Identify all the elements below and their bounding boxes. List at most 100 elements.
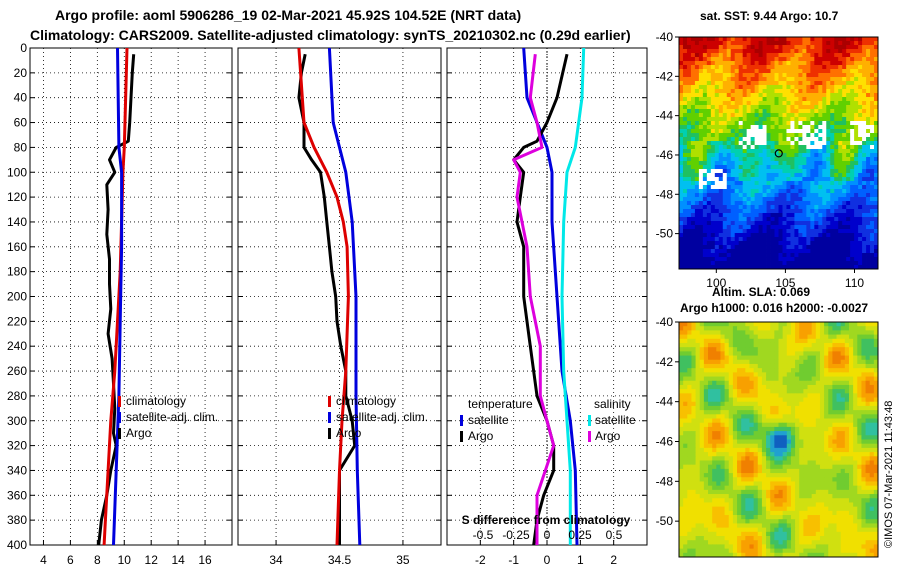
sla-cell [699, 439, 705, 445]
sst-cell [742, 73, 748, 78]
sst-cell [738, 157, 744, 162]
sla-cell [807, 456, 813, 461]
sst-cell [698, 37, 704, 42]
sst-cell [826, 121, 831, 126]
sla-cell [824, 342, 829, 348]
sst-cell [846, 257, 851, 262]
sla-cell [790, 372, 796, 377]
sst-cell [686, 77, 692, 82]
sst-cell [834, 105, 839, 110]
sla-cell [873, 322, 879, 327]
sst-cell [798, 221, 803, 226]
legend-title-salinity: salinity [594, 397, 631, 411]
sla-cell [790, 342, 796, 348]
sla-cell [741, 338, 746, 344]
sla-cell [853, 443, 858, 449]
sst-cell [838, 141, 843, 146]
sla-cell [720, 414, 726, 419]
sla-cell [836, 330, 842, 335]
sla-cell [848, 384, 854, 390]
sla-cell [799, 326, 804, 331]
sst-cell [722, 229, 728, 234]
sst-cell [814, 61, 819, 66]
sst-cell [690, 169, 696, 174]
sst-cell [778, 41, 783, 46]
sla-cell [770, 443, 775, 449]
x-tick-label: 6 [67, 553, 74, 567]
sla-cell [703, 351, 709, 356]
sst-cell [802, 73, 807, 78]
sla-cell [857, 439, 862, 445]
sst-cell [722, 173, 728, 178]
sst-cell [822, 53, 827, 58]
sla-cell [737, 342, 742, 348]
sst-cell [734, 133, 740, 138]
sst-cell [870, 245, 875, 250]
sst-cell [854, 189, 859, 194]
sst-cell [698, 169, 704, 174]
sst-cell [722, 225, 728, 230]
sla-cell [695, 334, 701, 340]
sla-cell [691, 452, 696, 457]
sla-cell [815, 384, 821, 390]
sst-cell [826, 165, 831, 170]
sst-cell [866, 249, 871, 254]
sst-cell [830, 185, 835, 190]
sst-cell [734, 249, 740, 254]
sst-cell [718, 53, 724, 58]
sla-cell [857, 397, 862, 403]
sla-cell [724, 384, 730, 390]
sst-cell [798, 157, 803, 162]
sla-cell [815, 422, 821, 428]
sla-cell [795, 342, 800, 348]
sla-cell [873, 359, 879, 365]
sst-cell [814, 249, 819, 254]
sst-cell [702, 233, 708, 238]
sla-cell [811, 456, 817, 461]
sst-cell [750, 113, 756, 118]
sst-cell [814, 169, 819, 174]
sst-cell [766, 49, 771, 54]
sst-cell [774, 245, 779, 250]
sst-cell [706, 229, 712, 234]
sla-cell [799, 363, 804, 369]
sla-cell [699, 326, 705, 331]
sla-cell [708, 372, 713, 377]
sla-cell [803, 342, 808, 348]
sla-cell [824, 443, 829, 449]
sla-cell [778, 422, 784, 428]
sla-cell [716, 397, 721, 403]
sst-cell [702, 225, 708, 230]
sst-cell [770, 249, 775, 254]
sst-cell [734, 153, 740, 158]
sst-cell [682, 201, 688, 206]
y-tick-label: 80 [14, 140, 28, 154]
sst-cell [706, 41, 712, 46]
sla-cell [861, 368, 866, 373]
sst-cell [750, 61, 756, 66]
sst-cell [754, 57, 759, 62]
sst-cell [874, 157, 879, 162]
sla-cell [691, 342, 696, 348]
sst-cell [814, 173, 819, 178]
sst-cell [818, 117, 823, 122]
sla-cell [741, 414, 746, 419]
sst-cell [842, 209, 847, 214]
sst-cell [698, 197, 704, 202]
sla-cell [737, 447, 742, 453]
sst-cell [874, 165, 879, 170]
sst-cell [694, 117, 700, 122]
sla-cell [795, 376, 800, 382]
sst-cell [818, 129, 823, 134]
sla-cell [745, 456, 750, 461]
sst-cell [694, 149, 700, 154]
sst-cell [738, 165, 744, 170]
sst-cell [830, 169, 835, 174]
sla-cell [770, 326, 775, 331]
sst-cell [814, 253, 819, 258]
sst-cell [774, 61, 779, 66]
sla-cell [741, 347, 746, 352]
sst-cell [818, 145, 823, 150]
sst-cell [866, 49, 871, 54]
sst-cell [830, 193, 835, 198]
